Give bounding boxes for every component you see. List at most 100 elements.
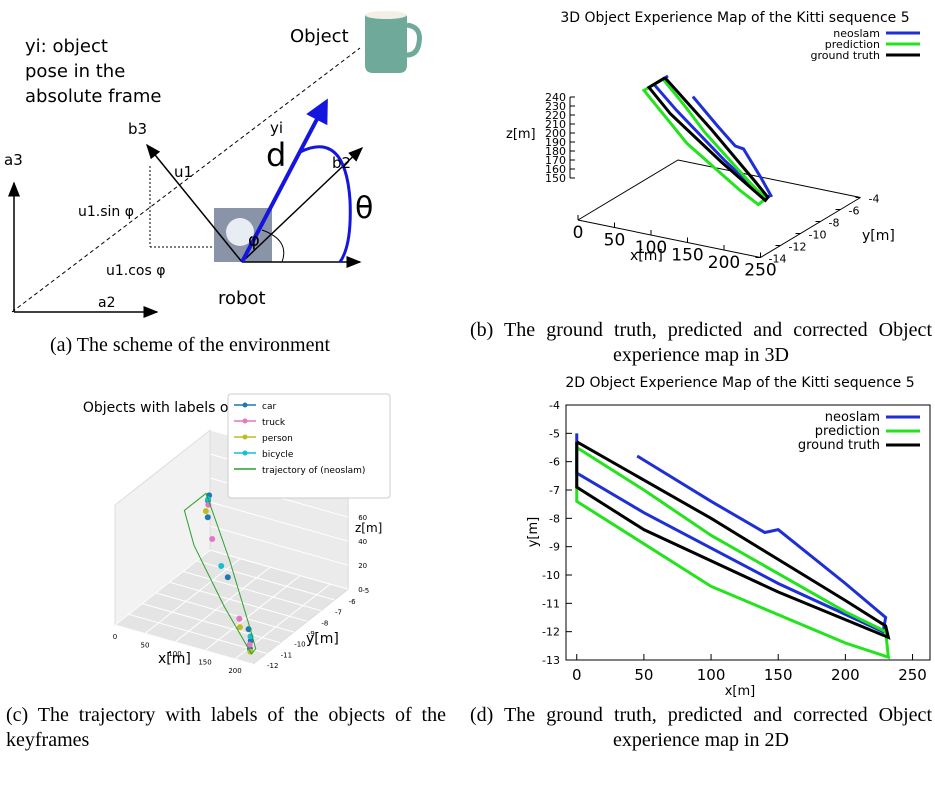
y-tick-label: -6 xyxy=(849,205,860,218)
legend-box xyxy=(228,394,390,498)
legend-label: bicycle xyxy=(262,450,294,460)
y-tick-label: -4 xyxy=(869,193,880,206)
caption: (c) The trajectory with labels of the ob… xyxy=(6,703,446,753)
x-tick-label: 150 xyxy=(671,246,703,266)
x-tick-label: 200 xyxy=(708,253,740,273)
x-tick-label: 100 xyxy=(697,666,726,684)
point xyxy=(209,536,215,542)
x-tick-label: 200 xyxy=(831,666,860,684)
caption: (a) The scheme of the environment xyxy=(20,333,360,358)
label: φ xyxy=(248,230,260,251)
point xyxy=(205,514,211,520)
z-tick-label: 40 xyxy=(358,538,367,546)
point xyxy=(218,563,224,569)
point xyxy=(203,508,209,514)
figure-graphics: yi: object pose in the absolute frame Ob… xyxy=(0,0,935,786)
legend-label: ground truth xyxy=(798,438,880,453)
x-tick-label: 150 xyxy=(764,666,793,684)
y-tick-label: -13 xyxy=(542,654,560,667)
note: yi: object xyxy=(25,36,108,57)
y-tick-label: -11 xyxy=(542,597,560,610)
y-tick-label: -10 xyxy=(294,641,305,649)
y-tick-label: -12 xyxy=(267,662,278,670)
y-tick-label: -10 xyxy=(542,569,560,582)
x-tick-label: 0 xyxy=(573,223,584,243)
legend-marker xyxy=(243,435,248,440)
y-tick-label: -8 xyxy=(829,217,840,230)
y-tick-label: -6 xyxy=(349,598,357,606)
y-axis-label: y[m] xyxy=(862,228,895,244)
y-tick-label: -11 xyxy=(281,651,292,659)
chart-title: 2D Object Experience Map of the Kitti se… xyxy=(565,375,914,391)
mug-image xyxy=(407,25,420,55)
legend-label: neoslam xyxy=(825,410,880,425)
caption: (d) The ground truth, predicted and corr… xyxy=(470,703,932,753)
x-axis-label: x[m] xyxy=(630,248,663,264)
label: a2 xyxy=(98,295,116,311)
x-tick-label: 0 xyxy=(113,633,117,641)
legend-label: person xyxy=(262,434,293,444)
z-axis-label: z[m] xyxy=(355,521,382,535)
figure: yi: object pose in the absolute frame Ob… xyxy=(0,0,935,786)
chart-title: 3D Object Experience Map of the Kitti se… xyxy=(560,10,909,26)
mug-image xyxy=(365,11,407,19)
y-tick-label: -7 xyxy=(335,609,342,617)
caption: (b) The ground truth, predicted and corr… xyxy=(470,318,932,368)
axis-line xyxy=(578,160,861,220)
x-tick-label: 150 xyxy=(198,659,211,667)
y-tick-label: -8 xyxy=(321,619,328,627)
x-tick-label: 250 xyxy=(898,666,927,684)
y-tick-label: -6 xyxy=(549,456,560,469)
z-axis-label: z[m] xyxy=(506,127,536,142)
object-label: Object xyxy=(290,26,349,47)
point xyxy=(236,616,242,622)
legend-label: truck xyxy=(262,418,286,428)
x-axis-label: x[m] xyxy=(158,651,191,667)
y-tick-label: -4 xyxy=(549,399,560,412)
point xyxy=(225,574,231,580)
y-tick-label: -5 xyxy=(549,427,560,440)
label: θ xyxy=(355,191,373,226)
y-tick-label: -7 xyxy=(549,484,560,497)
x-axis-label: x[m] xyxy=(725,684,756,699)
y-tick-label: -9 xyxy=(549,541,560,554)
label: yi xyxy=(270,119,283,137)
y-axis-label: y[m] xyxy=(306,631,339,647)
z-tick-label: 0 xyxy=(358,586,362,594)
label: robot xyxy=(218,288,266,309)
axis-b3 xyxy=(147,145,242,262)
x-tick-label: 50 xyxy=(141,642,150,650)
legend-marker xyxy=(243,451,248,456)
x-tick-label: 50 xyxy=(604,231,626,251)
y-tick-label: -14 xyxy=(769,253,787,266)
scheme-diagram: yi: object pose in the absolute frame Ob… xyxy=(4,11,420,312)
legend-label: ground truth xyxy=(810,49,880,62)
y-tick-label: -12 xyxy=(542,626,560,639)
legend-marker xyxy=(243,403,248,408)
label: b2 xyxy=(332,154,351,172)
y-axis-label: y[m] xyxy=(526,517,541,548)
legend-label: trajectory of (neoslam) xyxy=(262,466,365,476)
label: u1.sin φ xyxy=(78,204,134,220)
label: u1.cos φ xyxy=(106,263,165,279)
y-tick-label: -12 xyxy=(789,241,807,254)
note: absolute frame xyxy=(25,86,162,107)
trajectory xyxy=(577,448,889,658)
mug-image xyxy=(365,15,407,73)
legend-label: car xyxy=(262,402,276,412)
z-tick-label: 240 xyxy=(545,91,566,104)
x-tick-label: 0 xyxy=(572,666,582,684)
x-tick-label: 50 xyxy=(634,666,653,684)
legend-label: prediction xyxy=(815,424,880,439)
y-tick-label: -10 xyxy=(809,229,827,242)
label: b3 xyxy=(128,120,147,138)
label: a3 xyxy=(4,151,23,169)
y-tick-label: -5 xyxy=(362,587,369,595)
label: d xyxy=(266,136,286,174)
y-tick-label: -8 xyxy=(549,512,560,525)
x-tick-label: 200 xyxy=(228,667,241,675)
z-tick-label: 20 xyxy=(358,562,367,570)
label: u1 xyxy=(174,163,193,181)
note: pose in the xyxy=(25,61,125,82)
trajectory xyxy=(577,433,886,631)
